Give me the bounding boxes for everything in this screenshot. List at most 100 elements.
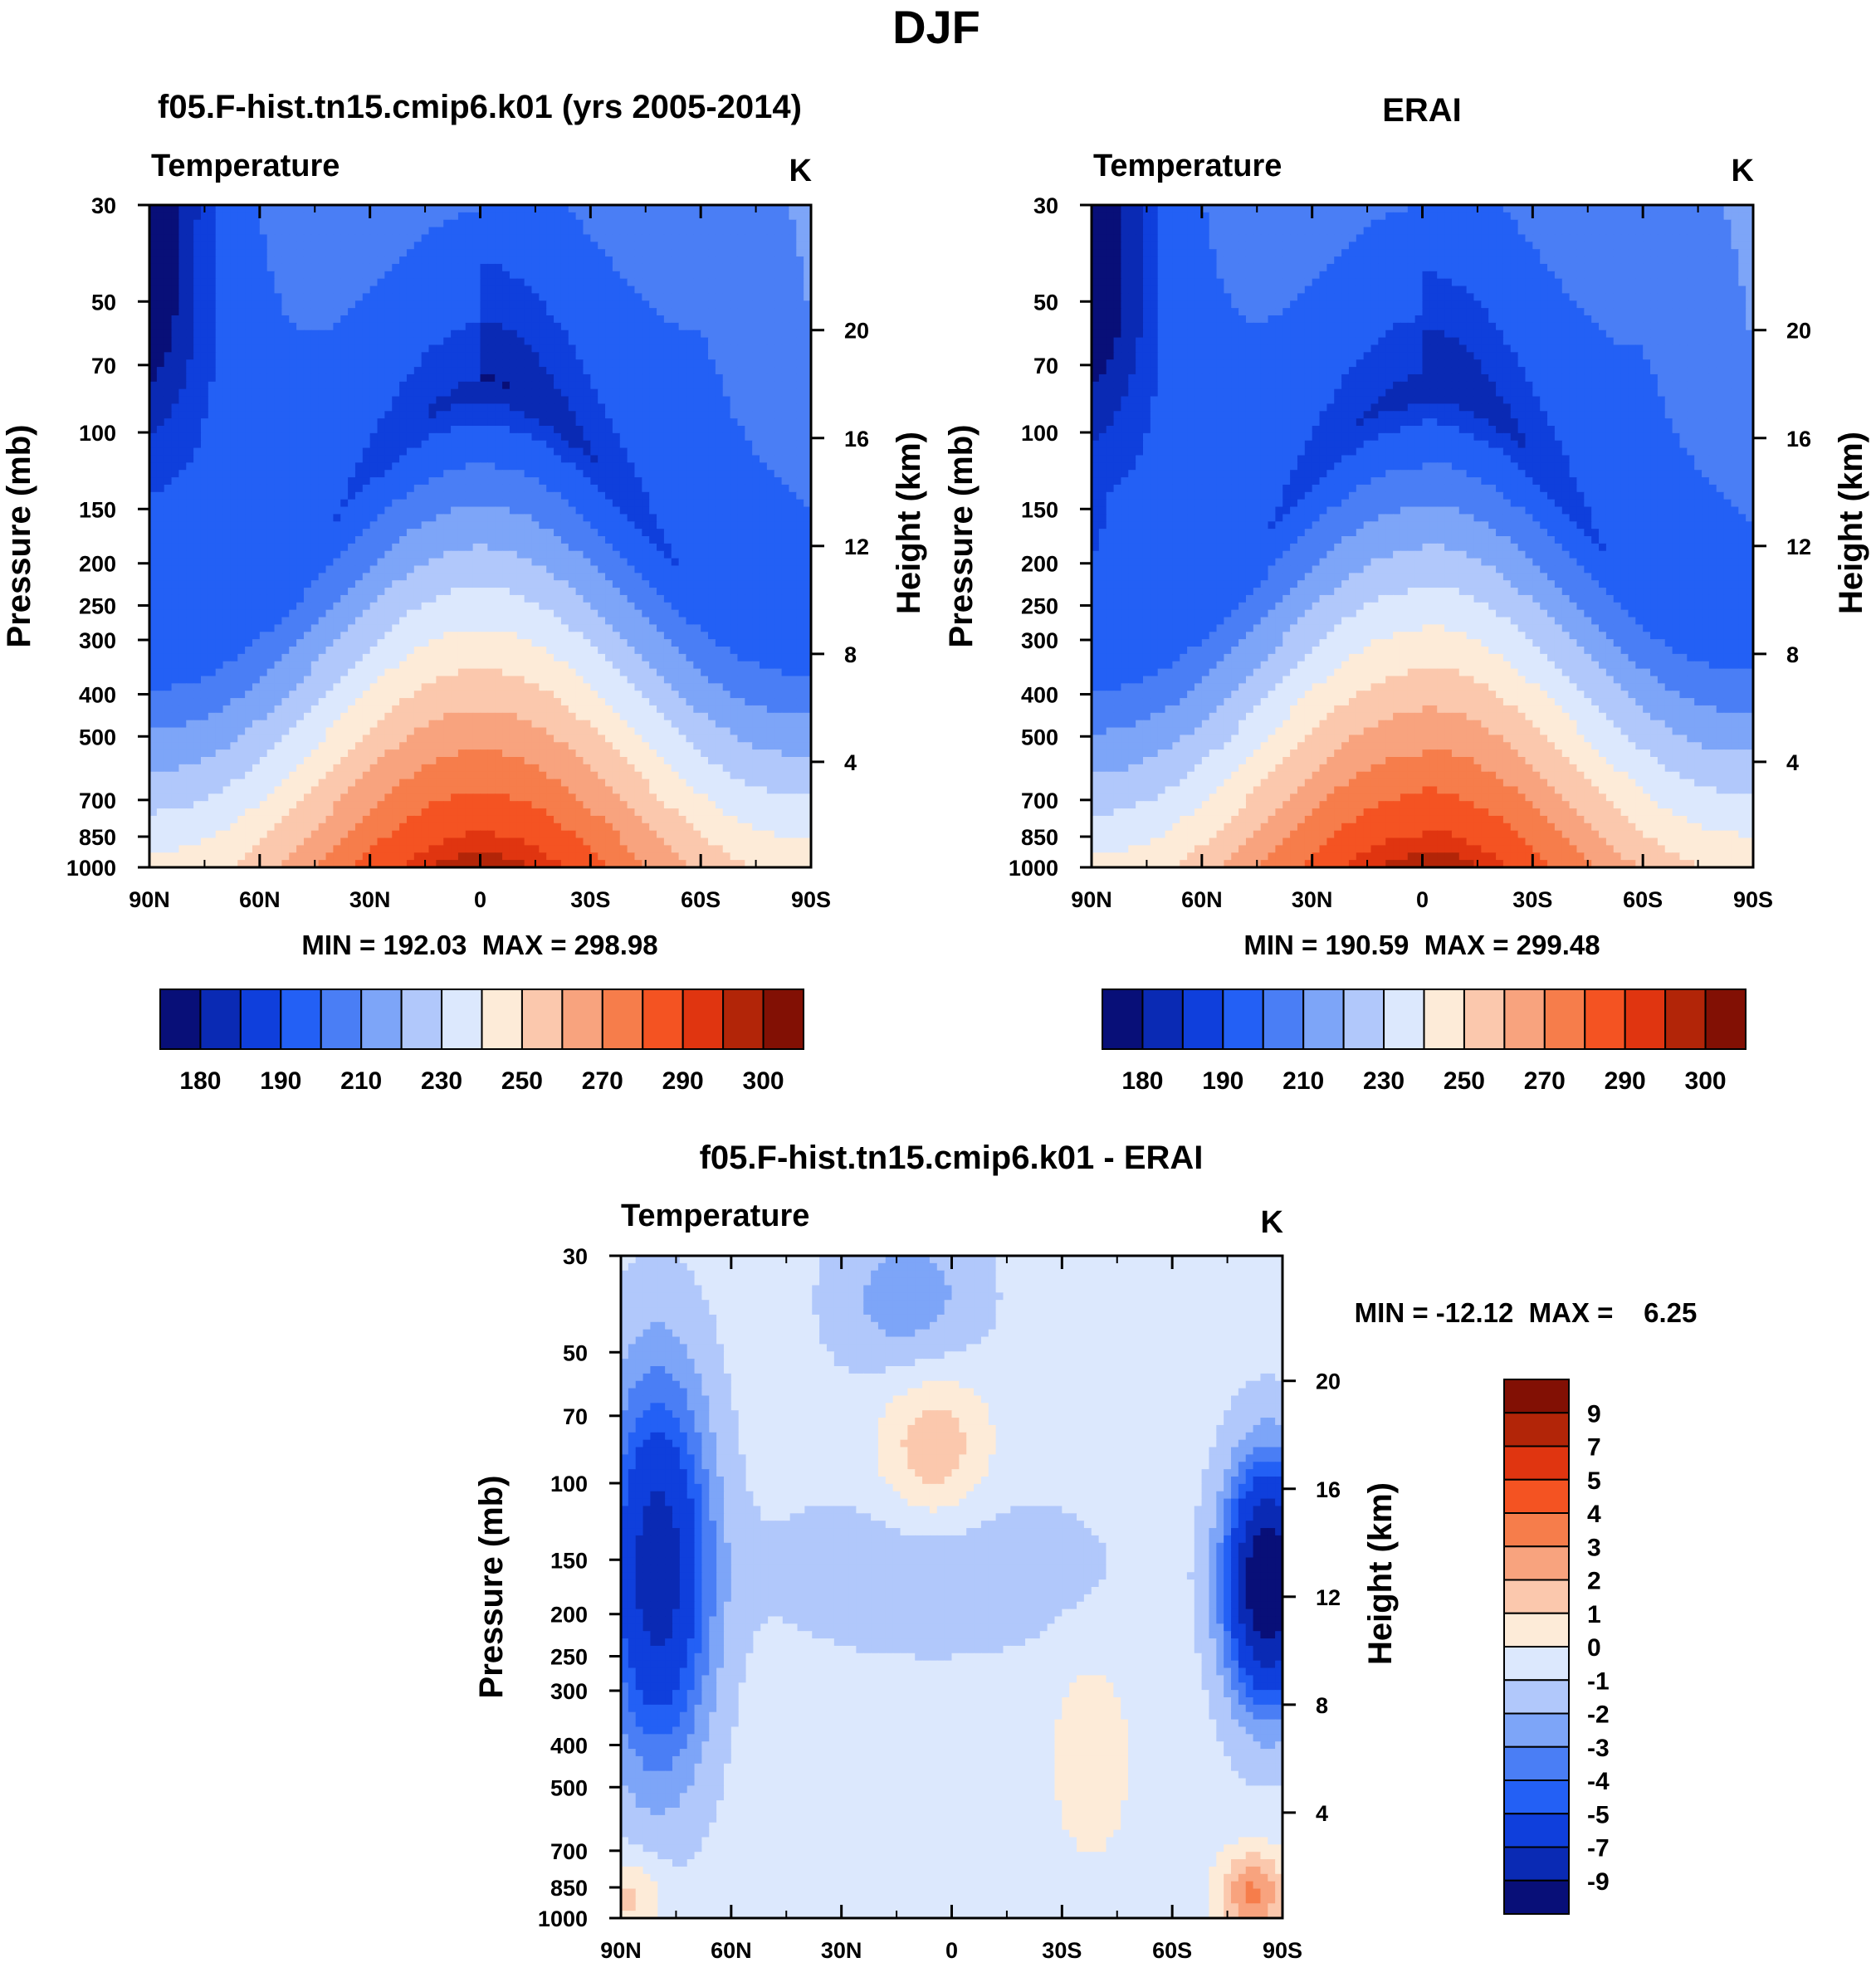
contour-cell	[722, 521, 731, 530]
contour-cell	[730, 477, 739, 486]
contour-cell	[303, 242, 312, 250]
contour-cell	[200, 352, 209, 360]
contour-cell	[443, 594, 452, 603]
contour-cell	[457, 234, 467, 243]
contour-cell	[804, 550, 811, 559]
contour-cell	[171, 227, 180, 236]
contour-cell	[252, 403, 261, 412]
contour-cell	[634, 594, 643, 603]
contour-cell	[399, 506, 408, 515]
contour-cell	[737, 293, 745, 301]
contour-cell	[708, 543, 716, 552]
contour-cell	[657, 403, 665, 412]
contour-cell	[296, 536, 305, 544]
contour-cell	[554, 367, 562, 375]
contour-cell	[200, 308, 209, 316]
contour-cell	[531, 588, 540, 596]
contour-cell	[708, 440, 716, 449]
contour-cell	[642, 484, 650, 493]
contour-cell	[164, 242, 173, 250]
contour-cell	[443, 373, 452, 383]
contour-cell	[516, 308, 525, 316]
contour-cell	[156, 330, 165, 339]
contour-cell	[193, 418, 202, 427]
contour-cell	[318, 242, 327, 250]
contour-cell	[649, 440, 657, 449]
contour-cell	[222, 308, 232, 316]
contour-cell	[436, 491, 444, 500]
contour-cell	[766, 396, 775, 405]
contour-cell	[303, 256, 312, 265]
contour-cell	[554, 227, 562, 236]
contour-cell	[766, 447, 775, 456]
contour-cell	[178, 337, 187, 346]
contour-cell	[598, 300, 606, 309]
contour-cell	[796, 470, 804, 478]
contour-cell	[575, 529, 584, 537]
contour-cell	[516, 470, 525, 478]
contour-cell	[701, 388, 709, 398]
contour-cell	[554, 588, 562, 596]
contour-cell	[590, 337, 598, 346]
contour-cell	[693, 462, 701, 471]
contour-cell	[487, 271, 496, 280]
contour-cell	[149, 227, 158, 236]
contour-cell	[657, 300, 665, 309]
contour-cell	[752, 447, 760, 456]
contour-cell	[215, 470, 224, 478]
contour-cell	[171, 396, 180, 405]
contour-cell	[642, 462, 650, 471]
contour-cell	[377, 411, 386, 419]
contour-cell	[362, 381, 371, 390]
contour-cell	[583, 432, 592, 442]
contour-cell	[310, 367, 320, 375]
contour-cell	[708, 550, 716, 559]
contour-cell	[457, 602, 467, 611]
contour-cell	[649, 432, 657, 442]
contour-cell	[149, 293, 158, 301]
contour-cell	[333, 521, 341, 530]
contour-cell	[752, 286, 760, 295]
contour-cell	[428, 315, 437, 324]
contour-cell	[384, 588, 393, 596]
contour-cell	[348, 418, 356, 427]
contour-cell	[259, 440, 268, 449]
contour-cell	[487, 359, 496, 368]
contour-cell	[774, 205, 783, 213]
contour-cell	[296, 381, 305, 390]
contour-cell	[252, 411, 261, 419]
contour-cell	[789, 573, 797, 581]
contour-cell	[627, 212, 636, 221]
contour-cell	[428, 403, 437, 412]
contour-cell	[649, 565, 657, 574]
contour-cell	[413, 455, 423, 464]
contour-cell	[384, 271, 393, 280]
contour-cell	[392, 470, 400, 478]
contour-cell	[149, 529, 158, 537]
contour-cell	[215, 263, 224, 272]
contour-cell	[708, 234, 716, 243]
contour-cell	[560, 602, 569, 611]
contour-cell	[789, 286, 797, 295]
contour-cell	[186, 249, 194, 257]
contour-cell	[377, 558, 386, 567]
contour-cell	[171, 543, 180, 552]
contour-cell	[760, 491, 768, 500]
contour-cell	[568, 315, 577, 324]
contour-cell	[274, 322, 283, 331]
contour-cell	[546, 536, 554, 544]
contour-cell	[539, 263, 547, 272]
contour-cell	[531, 249, 540, 257]
contour-cell	[605, 565, 613, 574]
contour-cell	[745, 381, 753, 390]
contour-cell	[509, 234, 518, 243]
contour-cell	[377, 322, 386, 331]
contour-cell	[451, 470, 459, 478]
contour-cell	[164, 580, 173, 588]
contour-cell	[406, 227, 415, 236]
contour-cell	[399, 499, 408, 508]
contour-cell	[516, 205, 525, 213]
contour-cell	[200, 484, 209, 493]
contour-cell	[715, 440, 724, 449]
contour-cell	[186, 506, 194, 515]
